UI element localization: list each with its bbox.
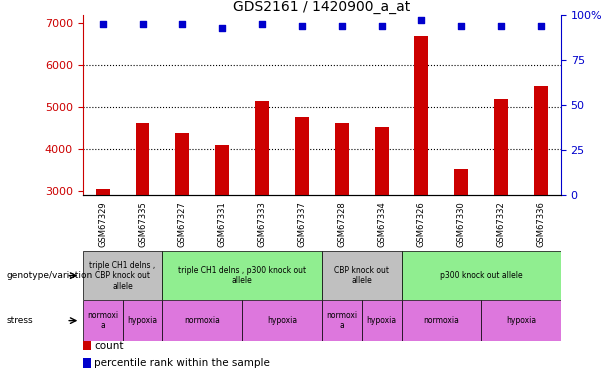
Text: genotype/variation: genotype/variation <box>6 271 93 280</box>
Text: hypoxia: hypoxia <box>267 316 297 325</box>
Text: normoxia: normoxia <box>185 316 220 325</box>
Bar <box>414 36 428 195</box>
Bar <box>123 300 162 341</box>
Bar <box>362 300 402 341</box>
Bar <box>83 300 123 341</box>
Bar <box>242 300 322 341</box>
Bar <box>335 123 349 195</box>
Bar <box>135 123 150 195</box>
Bar <box>494 99 508 195</box>
Text: p300 knock out allele: p300 knock out allele <box>440 271 522 280</box>
Bar <box>96 189 110 195</box>
Point <box>497 23 506 29</box>
Text: normoxia: normoxia <box>424 316 459 325</box>
Point <box>417 17 427 23</box>
Text: hypoxia: hypoxia <box>367 316 397 325</box>
Text: count: count <box>94 340 124 351</box>
Point <box>218 25 227 31</box>
Bar <box>162 300 242 341</box>
Bar <box>83 251 162 300</box>
Text: triple CH1 delns , p300 knock out
allele: triple CH1 delns , p300 knock out allele <box>178 266 306 285</box>
Bar <box>402 251 561 300</box>
Text: stress: stress <box>6 316 32 325</box>
Text: hypoxia: hypoxia <box>506 316 536 325</box>
Bar <box>255 101 269 195</box>
Text: hypoxia: hypoxia <box>128 316 158 325</box>
Text: normoxi
a: normoxi a <box>87 311 118 330</box>
Bar <box>375 127 389 195</box>
Bar <box>481 300 561 341</box>
Point <box>297 23 307 29</box>
Point <box>178 21 188 27</box>
Text: triple CH1 delns ,
CBP knock out
allele: triple CH1 delns , CBP knock out allele <box>89 261 156 291</box>
Bar <box>322 251 402 300</box>
Bar <box>454 169 468 195</box>
Point <box>536 23 546 29</box>
Point <box>337 23 347 29</box>
Point <box>257 21 267 27</box>
Point <box>98 21 108 27</box>
Point <box>137 21 148 27</box>
Text: CBP knock out
allele: CBP knock out allele <box>334 266 389 285</box>
Bar <box>534 86 548 195</box>
Point <box>456 23 466 29</box>
Bar <box>83 341 91 350</box>
Title: GDS2161 / 1420900_a_at: GDS2161 / 1420900_a_at <box>233 0 411 14</box>
Bar <box>322 300 362 341</box>
Text: percentile rank within the sample: percentile rank within the sample <box>94 358 270 368</box>
Bar <box>83 358 91 368</box>
Bar <box>295 117 309 195</box>
Bar <box>175 133 189 195</box>
Point <box>376 23 386 29</box>
Bar <box>402 300 481 341</box>
Bar <box>162 251 322 300</box>
Bar <box>215 145 229 195</box>
Text: normoxi
a: normoxi a <box>326 311 357 330</box>
